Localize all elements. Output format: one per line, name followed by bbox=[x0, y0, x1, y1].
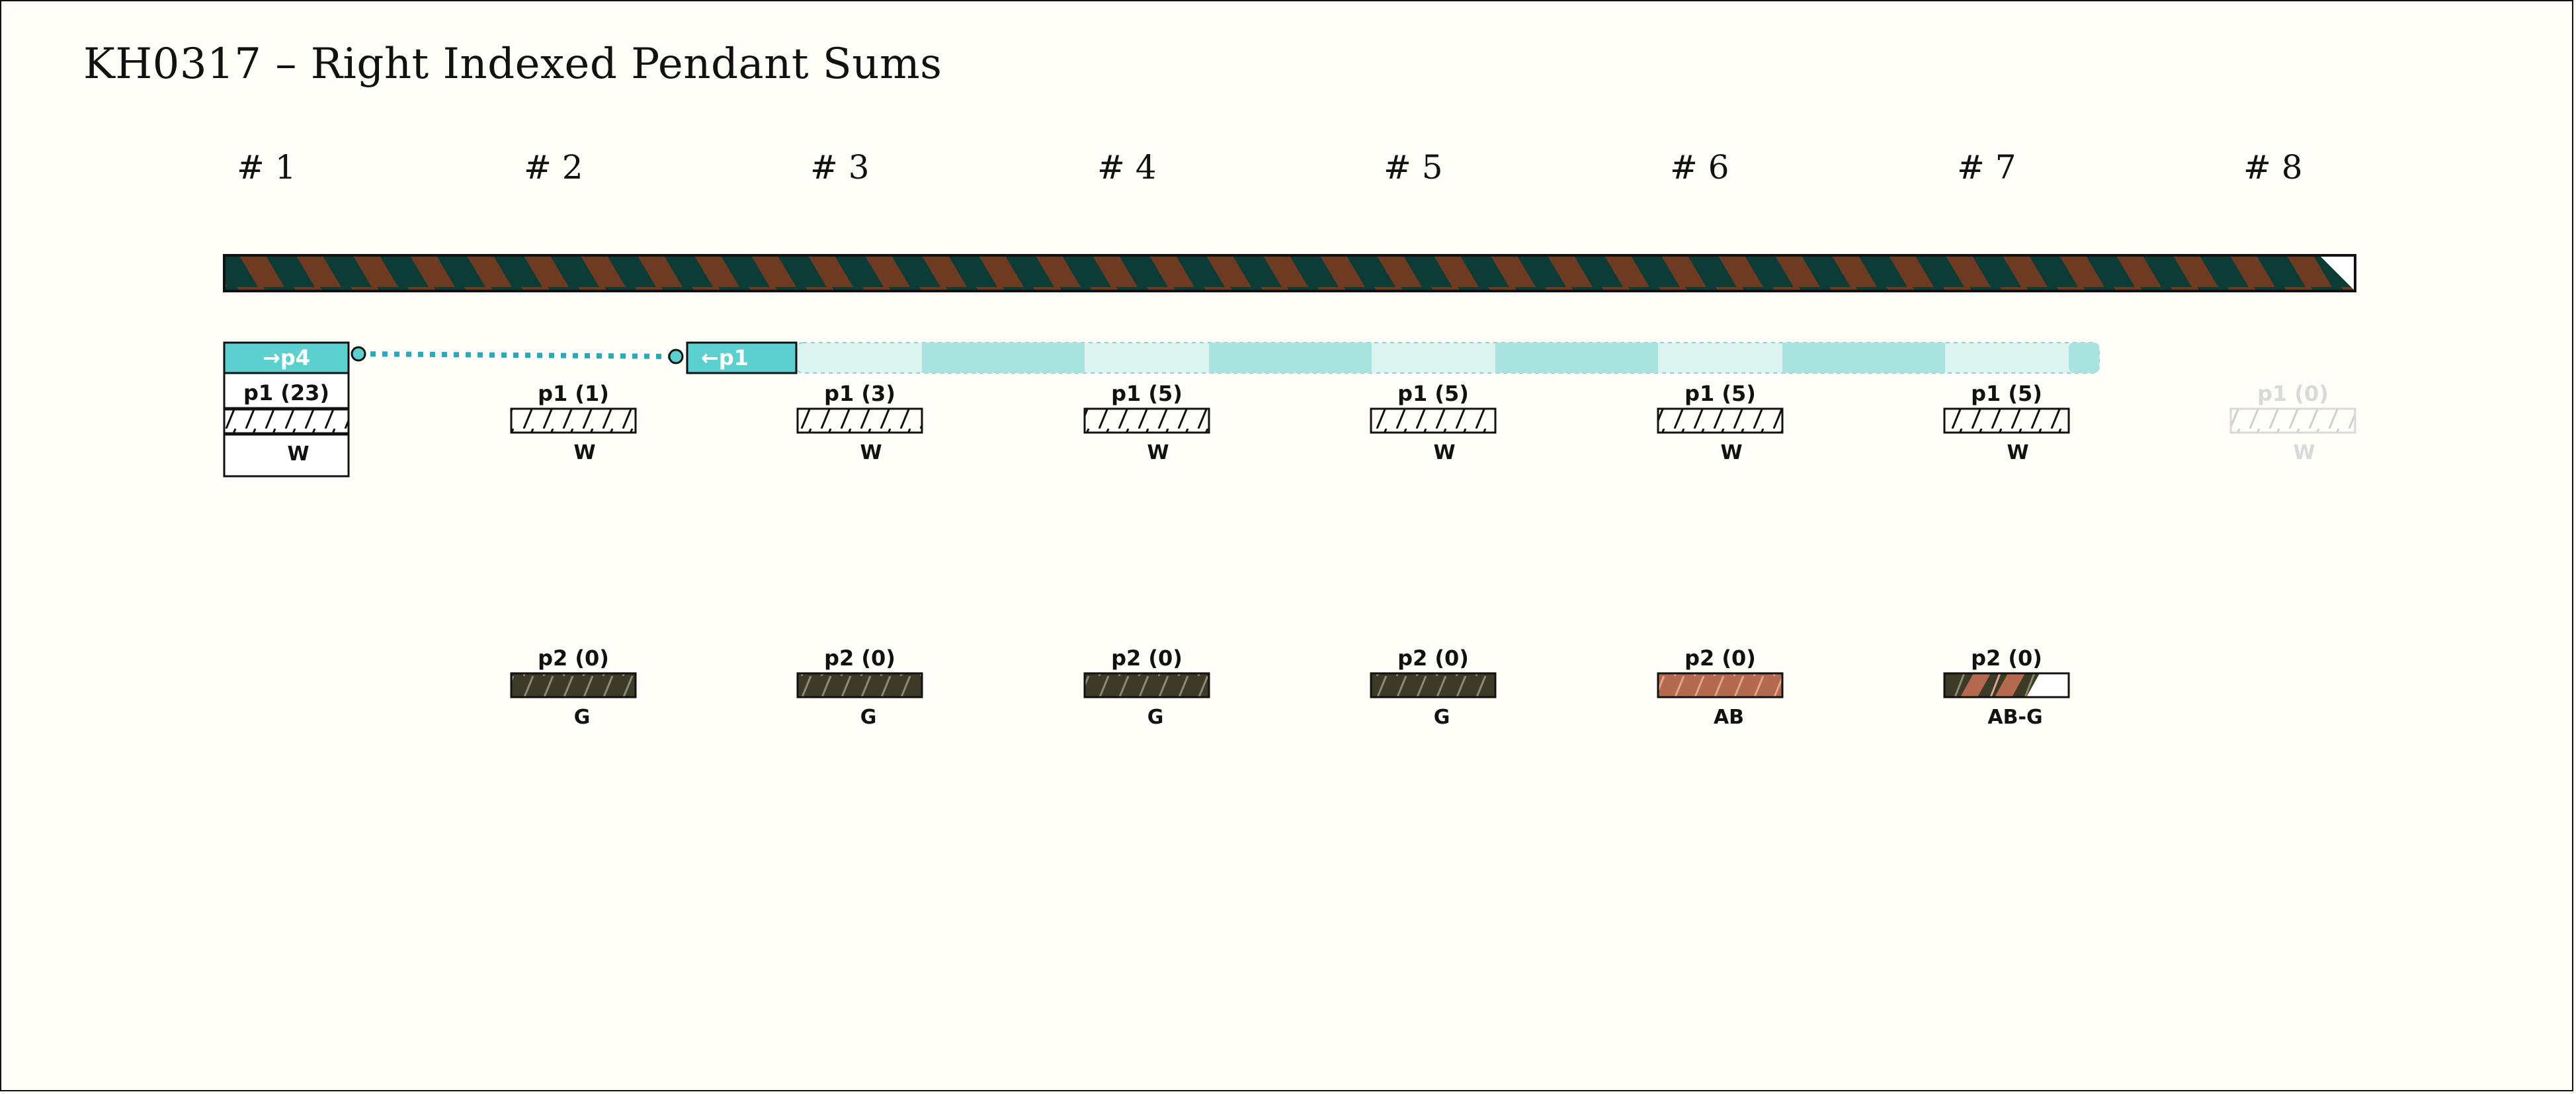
index-target-box: ←p1 bbox=[686, 341, 798, 374]
pendant-p2-col5: p2 (0) G bbox=[1370, 646, 1497, 729]
pendant-label: p2 (0) bbox=[1397, 646, 1469, 671]
pendant-p2-col3: p2 (0) G bbox=[796, 646, 923, 729]
column-label-1: # 1 bbox=[237, 148, 296, 187]
pendant-p2-col6: p2 (0) AB bbox=[1657, 646, 1784, 729]
pendant-p1-col8: p1 (0) W bbox=[2229, 381, 2356, 464]
pendant-p1-col7: p1 (5) W bbox=[1943, 381, 2070, 464]
column-label-6: # 6 bbox=[1670, 148, 1729, 187]
pendant-p1-col2: p1 (1) W bbox=[510, 381, 637, 464]
index-link-connector bbox=[351, 346, 684, 364]
pendant-label: p2 (0) bbox=[1971, 646, 2042, 671]
pendant-color: W bbox=[2007, 441, 2028, 464]
pendant-p1-col4: p1 (5) W bbox=[1083, 381, 1210, 464]
pendant-color: G bbox=[1147, 706, 1164, 729]
pendant-label: p2 (0) bbox=[1684, 646, 1756, 671]
column-label-8: # 8 bbox=[2243, 148, 2303, 187]
pendant-box-col1: p1 (23) W bbox=[223, 372, 350, 478]
index-link-band bbox=[796, 342, 2100, 374]
pendant-label: p1 (5) bbox=[1111, 381, 1183, 406]
pendant-label: p1 (1) bbox=[538, 381, 609, 406]
pendant-label: p1 (0) bbox=[2257, 381, 2329, 406]
pendant-color: W bbox=[1147, 441, 1169, 464]
pendant-color-col1: W bbox=[287, 442, 309, 466]
pendant-color: W bbox=[1720, 441, 1742, 464]
column-label-7: # 7 bbox=[1957, 148, 2016, 187]
pendant-p2-col2: p2 (0) G bbox=[510, 646, 637, 729]
pendant-label: p1 (5) bbox=[1971, 381, 2042, 406]
pendant-p2-col7: p2 (0) AB-G bbox=[1943, 646, 2070, 729]
pendant-label: p2 (0) bbox=[538, 646, 609, 671]
pendant-label: p1 (5) bbox=[1397, 381, 1469, 406]
pendant-label: p2 (0) bbox=[824, 646, 895, 671]
column-label-5: # 5 bbox=[1384, 148, 1443, 187]
pendant-p1-col5: p1 (5) W bbox=[1370, 381, 1497, 464]
pendant-label: p2 (0) bbox=[1111, 646, 1183, 671]
pendant-color: W bbox=[1433, 441, 1455, 464]
pendant-p2-col4: p2 (0) G bbox=[1083, 646, 1210, 729]
index-target-label: ←p1 bbox=[701, 345, 749, 370]
column-label-4: # 4 bbox=[1097, 148, 1157, 187]
pendant-p1-col3: p1 (3) W bbox=[796, 381, 923, 464]
page-title: KH0317 – Right Indexed Pendant Sums bbox=[83, 40, 942, 89]
pendant-label: p1 (5) bbox=[1684, 381, 1756, 406]
pendant-label-p1-col1: p1 (23) bbox=[243, 380, 329, 405]
index-source-label: →p4 bbox=[263, 345, 310, 370]
column-label-2: # 2 bbox=[524, 148, 583, 187]
pendant-color: W bbox=[2293, 441, 2315, 464]
pendant-color: G bbox=[860, 706, 877, 729]
pendant-p1-col6: p1 (5) W bbox=[1657, 381, 1784, 464]
index-source-box: →p4 bbox=[223, 341, 350, 374]
pendant-color: G bbox=[574, 706, 591, 729]
pendant-color: W bbox=[860, 441, 882, 464]
pendant-label: p1 (3) bbox=[824, 381, 895, 406]
pendant-color: AB bbox=[1714, 706, 1744, 729]
pendant-color: AB-G bbox=[1987, 706, 2042, 729]
pendant-color: W bbox=[573, 441, 595, 464]
column-label-3: # 3 bbox=[810, 148, 870, 187]
pendant-color: G bbox=[1434, 706, 1450, 729]
main-cord bbox=[223, 254, 2356, 292]
